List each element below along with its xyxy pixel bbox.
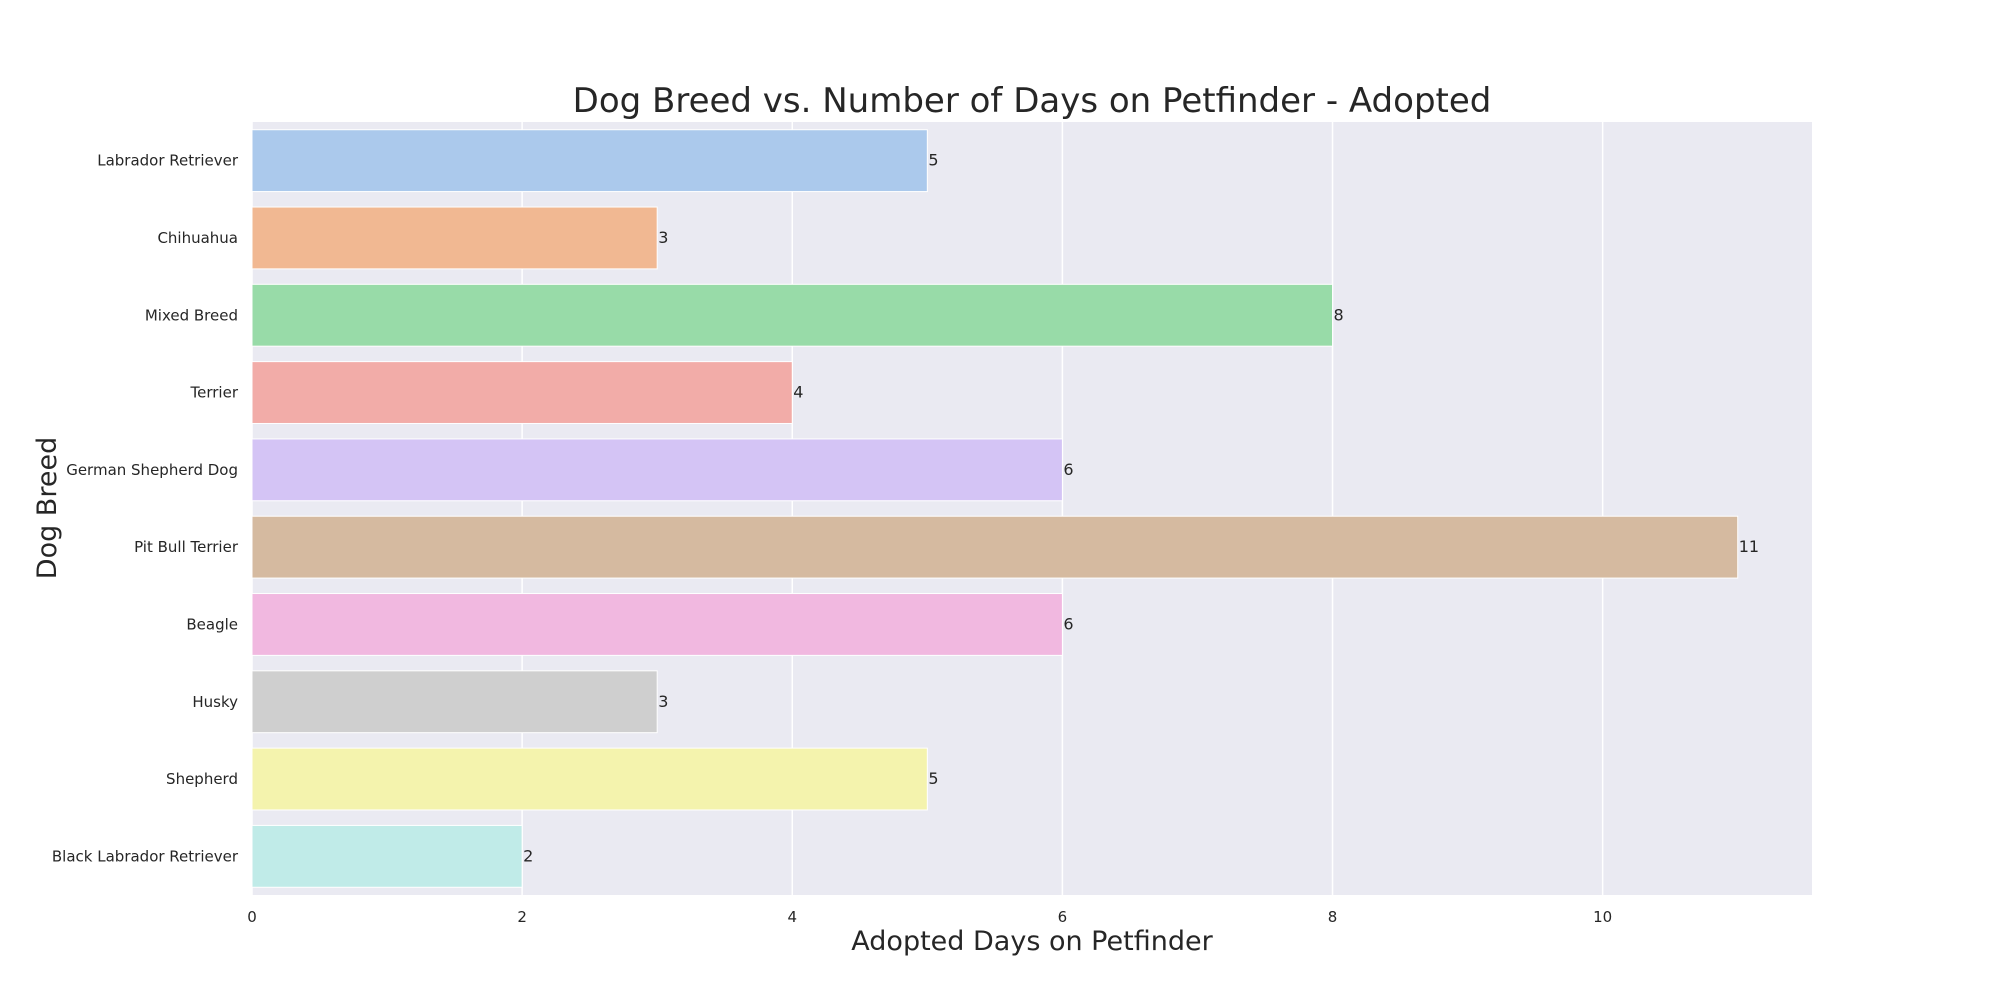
- y-tick-label: Beagle: [186, 615, 238, 633]
- bar: [251, 438, 1063, 502]
- data-label: 11: [1739, 537, 1759, 556]
- y-tick-label: Black Labrador Retriever: [52, 847, 239, 865]
- bar: [251, 515, 1739, 579]
- bar: [251, 206, 658, 270]
- bar: [251, 747, 928, 811]
- x-tick-label: 8: [1328, 908, 1338, 926]
- data-labels: 5 3 8 4 6 11 6 3 5 2: [523, 151, 1759, 866]
- x-tick-labels: 0 2 4 6 8 10: [247, 908, 1612, 926]
- data-label: 4: [793, 383, 803, 402]
- y-tick-label: German Shepherd Dog: [66, 461, 238, 479]
- bar: [251, 670, 658, 734]
- x-axis-label: Adopted Days on Petfinder: [851, 926, 1213, 957]
- y-tick-label: Mixed Breed: [145, 306, 238, 324]
- bars: [251, 129, 1739, 888]
- data-label: 5: [928, 769, 938, 788]
- y-tick-label: Husky: [192, 693, 238, 711]
- data-label: 3: [658, 692, 668, 711]
- y-tick-label: Shepherd: [166, 770, 238, 788]
- data-label: 2: [523, 846, 533, 865]
- y-tick-label: Pit Bull Terrier: [134, 538, 239, 556]
- x-tick-label: 4: [787, 908, 797, 926]
- bar: [251, 593, 1063, 656]
- data-label: 6: [1063, 460, 1073, 479]
- x-tick-label: 0: [247, 908, 257, 926]
- data-label: 3: [658, 228, 668, 247]
- bar: [251, 824, 523, 888]
- x-tick-label: 10: [1593, 908, 1612, 926]
- bar: [251, 361, 793, 424]
- y-tick-label: Terrier: [190, 384, 239, 402]
- y-tick-label: Labrador Retriever: [97, 152, 239, 170]
- data-label: 5: [928, 151, 938, 170]
- y-axis-label: Dog Breed: [32, 437, 63, 579]
- chart-title: Dog Breed vs. Number of Days on Petfinde…: [573, 81, 1492, 121]
- bar: [251, 283, 1334, 347]
- bar: [251, 129, 928, 193]
- data-label: 6: [1063, 614, 1073, 633]
- y-tick-label: Chihuahua: [157, 229, 238, 247]
- data-label: 8: [1334, 305, 1344, 324]
- x-tick-label: 6: [1058, 908, 1068, 926]
- y-tick-labels: Labrador Retriever Chihuahua Mixed Breed Te…: [52, 152, 239, 866]
- x-tick-label: 2: [517, 908, 527, 926]
